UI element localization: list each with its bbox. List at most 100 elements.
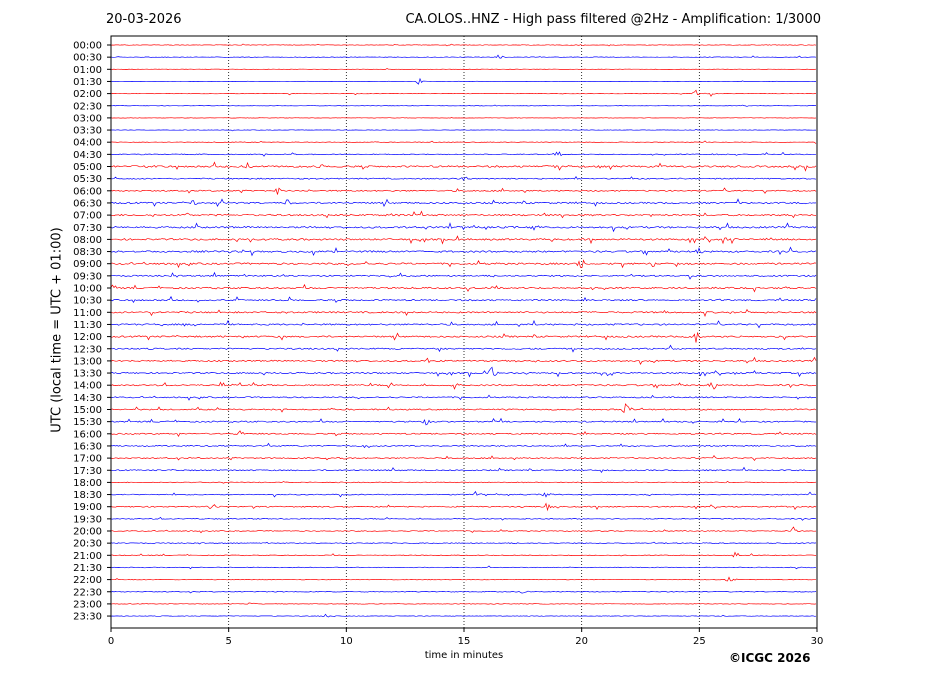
x-tick-label: 25	[693, 636, 706, 647]
trace-2130	[110, 565, 817, 570]
trace-0630	[110, 198, 817, 208]
trace-1830	[110, 490, 817, 498]
y-tick-label: 08:30	[73, 247, 102, 258]
trace-0100	[110, 68, 817, 70]
y-tick-label: 05:00	[73, 162, 102, 173]
trace-0130	[111, 77, 817, 85]
trace-1900	[110, 502, 817, 512]
y-tick-label: 06:30	[73, 198, 102, 209]
chart-title: CA.OLOS..HNZ - High pass filtered @2Hz -…	[405, 12, 821, 27]
x-tick-label: 0	[108, 636, 114, 647]
trace-2200	[110, 576, 816, 582]
y-tick-label: 01:00	[73, 65, 102, 76]
trace-0430	[111, 151, 816, 157]
y-tick-label: 04:00	[73, 138, 102, 149]
trace-0000	[110, 43, 817, 47]
date-label: 20-03-2026	[106, 12, 182, 27]
trace-0400	[110, 140, 817, 144]
trace-1630	[110, 442, 817, 449]
trace-2000	[110, 526, 817, 534]
y-tick-label: 05:30	[73, 174, 102, 185]
x-tick-label: 10	[340, 636, 353, 647]
y-tick-label: 02:00	[73, 89, 102, 100]
trace-0900	[110, 259, 817, 269]
trace-2030	[110, 541, 817, 545]
y-tick-label: 00:30	[73, 53, 102, 64]
y-tick-label: 11:30	[73, 320, 102, 331]
y-tick-label: 17:00	[73, 454, 102, 465]
copyright-label: ©ICGC 2026	[729, 651, 811, 665]
y-tick-label: 09:30	[73, 271, 102, 282]
trace-2300	[110, 602, 817, 605]
trace-1500	[110, 403, 817, 414]
trace-1800	[110, 480, 817, 484]
y-tick-label: 15:30	[73, 417, 102, 428]
y-tick-label: 14:30	[73, 393, 102, 404]
y-tick-label: 13:30	[73, 369, 102, 380]
y-tick-label: 04:30	[73, 150, 102, 161]
y-tick-label: 19:30	[73, 514, 102, 525]
y-tick-label: 02:30	[73, 101, 102, 112]
y-tick-label: 21:00	[73, 551, 102, 562]
y-tick-label: 22:30	[73, 587, 102, 598]
y-tick-label: 00:00	[73, 41, 102, 52]
trace-1400	[110, 381, 816, 390]
trace-1130	[110, 319, 817, 329]
y-tick-label: 22:00	[73, 575, 102, 586]
trace-1000	[110, 283, 817, 293]
y-tick-label: 10:00	[73, 284, 102, 295]
trace-1300	[110, 356, 817, 365]
y-tick-label: 12:30	[73, 344, 102, 355]
trace-0200	[110, 89, 817, 97]
trace-1330	[110, 366, 817, 378]
y-tick-label: 18:30	[73, 490, 102, 501]
y-tick-label: 08:00	[73, 235, 102, 246]
y-tick-label: 11:00	[73, 308, 102, 319]
trace-1430	[110, 394, 817, 401]
trace-1930	[110, 516, 817, 521]
y-tick-label: 03:00	[73, 113, 102, 124]
y-tick-label: 20:30	[73, 539, 102, 550]
trace-1600	[110, 430, 817, 438]
y-tick-label: 07:00	[73, 211, 102, 222]
y-tick-label: 01:30	[73, 77, 102, 88]
y-tick-label: 23:00	[73, 599, 102, 610]
trace-0530	[110, 176, 817, 181]
y-tick-label: 16:30	[73, 441, 102, 452]
y-tick-label: 23:30	[73, 612, 102, 623]
x-tick-label: 20	[575, 636, 588, 647]
x-axis-label: time in minutes	[424, 650, 504, 661]
trace-0500	[110, 161, 817, 172]
trace-0930	[110, 271, 817, 280]
y-tick-label: 20:00	[73, 527, 102, 538]
trace-0830	[110, 246, 817, 257]
y-tick-label: 07:30	[73, 223, 102, 234]
trace-0300	[110, 117, 817, 119]
trace-0600	[110, 187, 817, 195]
y-tick-label: 03:30	[73, 126, 102, 137]
y-tick-label: 18:00	[73, 478, 102, 489]
y-tick-label: 16:00	[73, 429, 102, 440]
plot-frame	[110, 35, 818, 629]
trace-2230	[110, 590, 817, 594]
trace-2330	[110, 613, 817, 618]
trace-1730	[110, 466, 817, 474]
trace-1700	[110, 454, 817, 461]
x-tick-label: 30	[811, 636, 824, 647]
trace-1030	[110, 295, 817, 303]
y-tick-label: 10:30	[73, 296, 102, 307]
y-tick-label: 19:00	[73, 502, 102, 513]
trace-1230	[110, 344, 817, 353]
y-tick-label: 12:00	[73, 332, 102, 343]
y-tick-label: 06:00	[73, 186, 102, 197]
trace-0800	[110, 235, 817, 245]
trace-0230	[110, 104, 816, 107]
y-tick-label: 21:30	[73, 563, 102, 574]
trace-0730	[110, 222, 817, 233]
x-tick-label: 15	[458, 636, 471, 647]
trace-0030	[110, 54, 817, 59]
trace-0330	[110, 129, 816, 132]
y-tick-label: 09:00	[73, 259, 102, 270]
y-tick-label: 15:00	[73, 405, 102, 416]
